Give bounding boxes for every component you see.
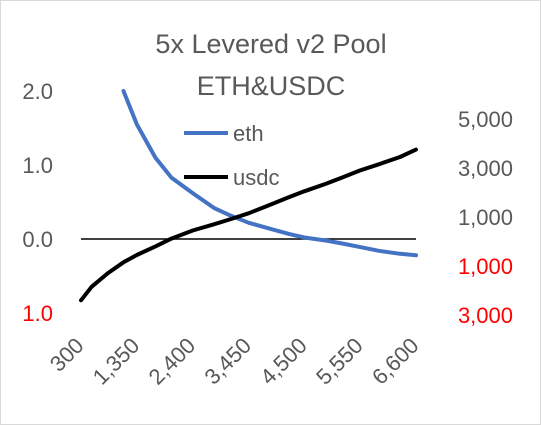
x-axis-tick-label: 300 [45,333,89,377]
x-axis-tick-label: 2,400 [144,333,201,390]
x-axis-tick-label: 4,500 [255,333,312,390]
right-axis-tick-label: 5,000 [458,107,513,132]
x-axis-tick-label: 5,550 [311,333,368,390]
chart-title-line-1: 5x Levered v2 Pool [155,29,386,59]
legend-label-eth: eth [233,121,264,146]
right-axis-tick-label: 3,000 [458,303,513,328]
right-axis-tick-label: 1,000 [458,205,513,230]
series-line-usdc [79,147,418,303]
left-axis-tick-label: 1.0 [22,153,53,178]
chart-title-line-2: ETH&USDC [197,71,346,101]
x-axis-tick-label: 3,450 [199,333,256,390]
right-axis-tick-label: 1,000 [458,254,513,279]
series-line-eth [121,89,418,258]
left-axis-tick-label: 2.0 [22,79,53,104]
left-axis-tick-label: 1.0 [22,301,53,326]
left-axis-tick-label: 0.0 [22,227,53,252]
x-axis-tick-label: 1,350 [88,333,145,390]
legend-label-usdc: usdc [233,165,279,190]
right-axis-tick-label: 3,000 [458,156,513,181]
x-axis-tick-label: 6,600 [367,333,424,390]
